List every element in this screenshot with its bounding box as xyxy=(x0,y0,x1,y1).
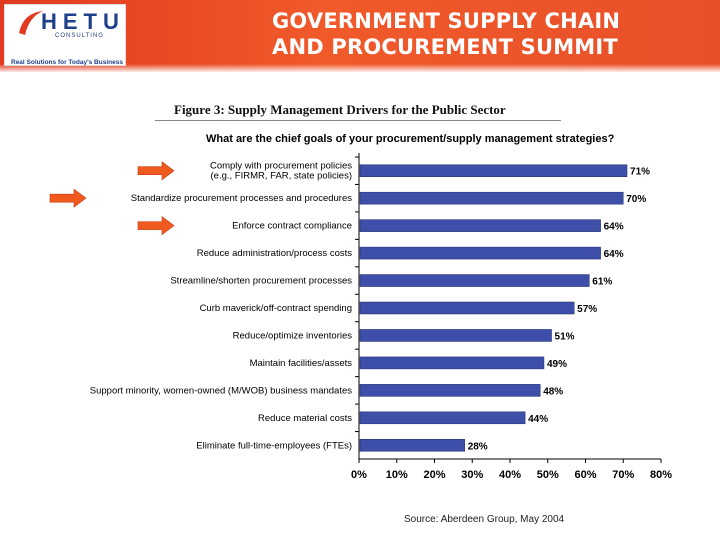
x-tick-label: 20% xyxy=(423,469,445,481)
category-label: Comply with procurement policies xyxy=(210,161,352,172)
category-label: Reduce material costs xyxy=(258,413,352,424)
x-tick-label: 50% xyxy=(537,469,559,481)
bar-value-label: 64% xyxy=(604,249,624,260)
source-note: Source: Aberdeen Group, May 2004 xyxy=(404,514,565,525)
page-title-line-2: AND PROCUREMENT SUMMIT xyxy=(272,35,618,59)
logo-tagline: Real Solutions for Today's Business xyxy=(11,59,123,66)
bar-value-label: 49% xyxy=(547,359,567,370)
x-tick-label: 80% xyxy=(650,469,672,481)
bar xyxy=(359,246,601,260)
bar xyxy=(359,384,541,397)
category-label: Curb maverick/off-contract spending xyxy=(200,303,352,314)
x-tick-label: 0% xyxy=(351,469,367,481)
figure-title: Figure 3: Supply Management Drivers for … xyxy=(174,102,506,117)
category-label: (e.g., FIRMR, FAR, state policies) xyxy=(211,171,352,182)
category-label: Standardize procurement processes and pr… xyxy=(131,193,353,204)
category-label: Enforce contract compliance xyxy=(232,221,352,232)
x-tick-label: 40% xyxy=(499,469,521,481)
bar xyxy=(359,411,526,425)
bar-value-label: 28% xyxy=(468,441,488,452)
category-label: Reduce administration/process costs xyxy=(197,248,352,259)
category-label: Streamline/shorten procurement processes xyxy=(170,276,352,287)
bar-value-label: 51% xyxy=(555,331,575,342)
page-title-line-1: GOVERNMENT SUPPLY CHAIN xyxy=(272,9,621,33)
bar-value-label: 70% xyxy=(626,194,646,205)
x-tick-label: 10% xyxy=(386,469,408,481)
bar xyxy=(359,164,628,177)
bar xyxy=(359,219,601,232)
x-tick-label: 30% xyxy=(461,469,483,481)
category-label: Reduce/optimize inventories xyxy=(233,330,353,341)
company-logo: HETU CONSULTING Real Solutions for Today… xyxy=(4,4,126,66)
category-label: Maintain facilities/assets xyxy=(250,358,353,369)
bar-value-label: 71% xyxy=(630,167,650,178)
page-title: GOVERNMENT SUPPLY CHAIN AND PROCUREMENT … xyxy=(272,8,620,60)
category-label: Eliminate full-time-employees (FTEs) xyxy=(196,440,352,451)
chart-title: What are the chief goals of your procure… xyxy=(206,133,615,145)
bar xyxy=(359,356,545,370)
logo-sub: CONSULTING xyxy=(55,33,104,39)
figure-title-rule xyxy=(155,120,561,121)
highlight-arrow-icon xyxy=(137,161,175,181)
bar xyxy=(359,439,465,452)
bar xyxy=(359,191,624,205)
bar xyxy=(359,329,552,342)
bar-value-label: 48% xyxy=(543,386,563,397)
header-banner-fade xyxy=(0,64,720,72)
bar-value-label: 44% xyxy=(528,414,548,425)
category-label: Support minority, women-owned (M/WOB) bu… xyxy=(90,385,352,396)
bar-value-label: 64% xyxy=(604,222,624,233)
bar-value-label: 61% xyxy=(592,277,612,288)
x-tick-label: 60% xyxy=(574,469,596,481)
bar-value-label: 57% xyxy=(577,304,597,315)
x-tick-label: 70% xyxy=(612,469,634,481)
bar xyxy=(359,301,575,315)
bar xyxy=(359,274,590,287)
logo-name: HETU xyxy=(41,9,125,34)
highlight-arrow-icon xyxy=(49,188,87,208)
highlight-arrow-icon xyxy=(137,216,175,236)
logo-swoosh-icon xyxy=(19,11,43,35)
